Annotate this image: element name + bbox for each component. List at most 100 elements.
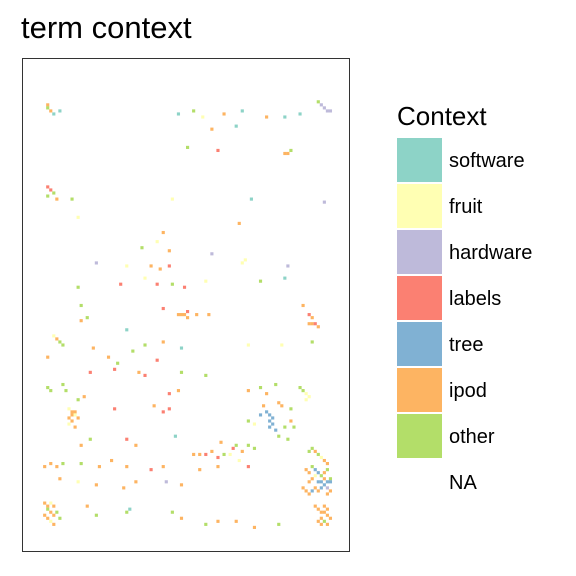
heatmap-cell [46,194,49,197]
heatmap-cell [283,115,286,118]
heatmap-cell [80,319,83,322]
heatmap-cell [86,316,89,319]
heatmap-cell [49,462,52,465]
heatmap-cell [80,444,83,447]
heatmap-cell [150,468,153,471]
heatmap-cell [168,407,171,410]
heatmap-cell [43,514,46,517]
heatmap-cell [98,465,101,468]
heatmap-cell [326,468,329,471]
heatmap-cell [119,283,122,286]
legend-key-labels [397,276,442,320]
heatmap-cell [77,480,80,483]
heatmap-cell [113,407,116,410]
heatmap-cell [320,523,323,526]
heatmap-cell [180,346,183,349]
heatmap-cell [46,508,49,511]
heatmap-cell [156,359,159,362]
plot-panel [23,59,350,552]
heatmap-cell [192,453,195,456]
heatmap-cell [308,480,311,483]
heatmap-cell [125,438,128,441]
heatmap-cell [46,386,49,389]
heatmap-cell [320,511,323,514]
heatmap-cell [186,310,189,313]
legend-label-na: NA [449,471,477,495]
heatmap-cell [268,426,271,429]
legend-label-labels: labels [449,287,501,311]
heatmap-cell [323,511,326,514]
heatmap-cell [110,459,113,462]
heatmap-cell [253,526,256,529]
heatmap-cell [268,413,271,416]
heatmap-cell [46,517,49,520]
heatmap-cell [283,277,286,280]
heatmap-cell [323,477,326,480]
heatmap-cell [46,505,49,508]
heatmap-cell [317,325,320,328]
heatmap-cell [311,465,314,468]
heatmap-cell [265,392,268,395]
legend-title: Context [397,101,487,132]
heatmap-cell [241,261,244,264]
legend-key-fruit [397,184,442,228]
heatmap-cell [289,407,292,410]
heatmap-cell [250,198,253,201]
heatmap-cell [83,395,86,398]
heatmap-cell [198,468,201,471]
heatmap-cell [317,100,320,103]
heatmap-cell [92,346,95,349]
heatmap-cell [113,368,116,371]
heatmap-cell [277,523,280,526]
heatmap-cell [289,419,292,422]
heatmap-cell [286,438,289,441]
heatmap-cell [70,419,73,422]
heatmap-cell [323,106,326,109]
heatmap-cell [280,404,283,407]
heatmap-cell [177,389,180,392]
heatmap-cell [286,152,289,155]
heatmap-cell [274,383,277,386]
heatmap-cell [216,465,219,468]
heatmap-cell [125,264,128,267]
heatmap-cell [308,313,311,316]
heatmap-cell [116,362,119,365]
heatmap-cell [280,343,283,346]
heatmap-cell [323,471,326,474]
heatmap-cell [216,520,219,523]
heatmap-cell [238,459,241,462]
heatmap-cell [52,523,55,526]
heatmap-cell [49,502,52,505]
heatmap-cell [323,520,326,523]
heatmap-cell [183,286,186,289]
heatmap-cell [95,483,98,486]
heatmap-cell [156,240,159,243]
heatmap-cell [162,231,165,234]
heatmap-cell [58,340,61,343]
heatmap-cell [265,115,268,118]
heatmap-cell [192,109,195,112]
heatmap-cell [74,426,77,429]
heatmap-cell [229,453,232,456]
heatmap-cell [329,489,332,492]
heatmap-cell [216,456,219,459]
heatmap-cell [253,422,256,425]
heatmap-cell [216,149,219,152]
heatmap-cell [329,480,332,483]
heatmap-cell [311,489,314,492]
heatmap-cell [58,109,61,112]
heatmap-cell [86,505,89,508]
heatmap-cell [305,398,308,401]
heatmap-cell [314,322,317,325]
heatmap-cell [259,280,262,283]
heatmap-cell [298,112,301,115]
heatmap-cell [171,511,174,514]
heatmap-cell [131,350,134,353]
heatmap-cell [311,477,314,480]
heatmap-cell [52,334,55,337]
heatmap-cell [43,502,46,505]
heatmap-cell [259,386,262,389]
heatmap-cell [64,389,67,392]
heatmap-cell [177,313,180,316]
heatmap-cell [61,343,64,346]
